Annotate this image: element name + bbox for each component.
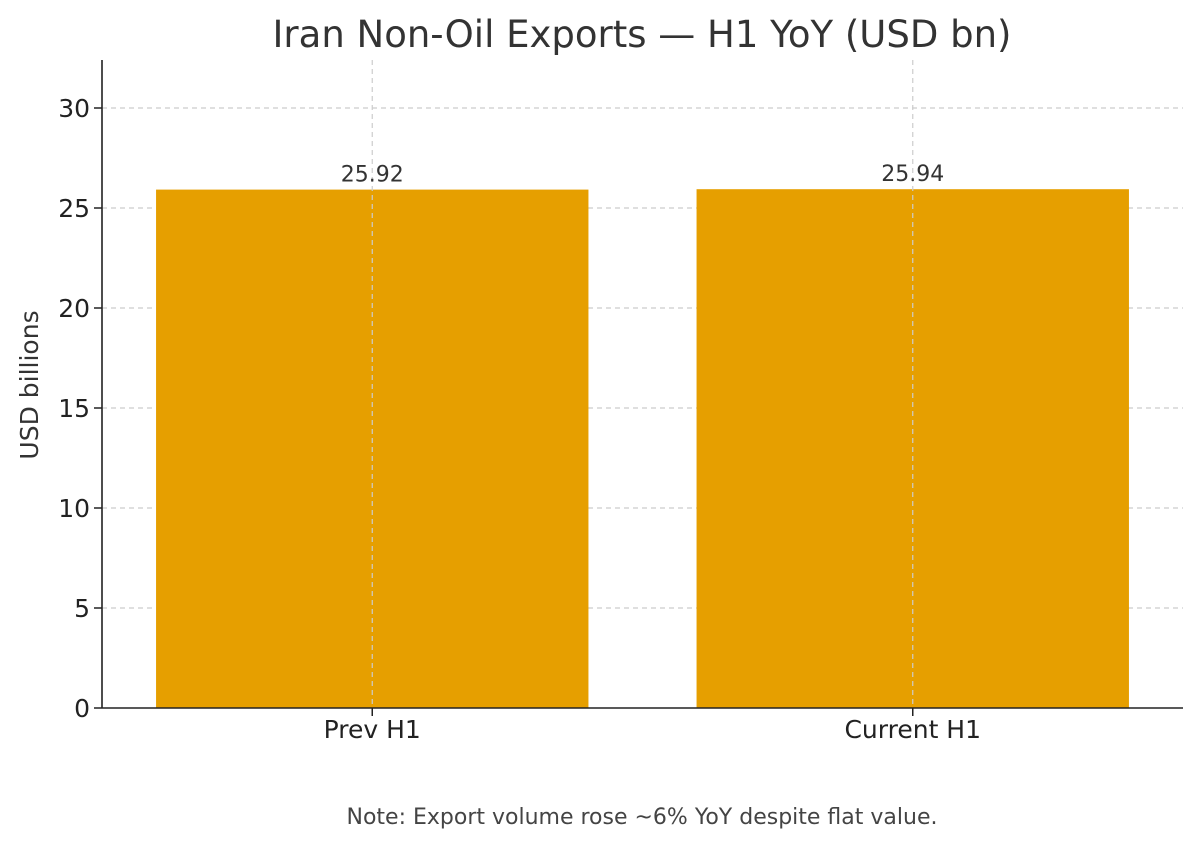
- bars: [156, 189, 1129, 709]
- x-tick-label: Prev H1: [324, 715, 421, 744]
- y-tick-label: 10: [58, 494, 90, 523]
- axes: [101, 60, 1183, 709]
- y-tick-label: 25: [58, 194, 90, 223]
- y-tick-label: 15: [58, 394, 90, 423]
- bar-value-label: 25.94: [881, 162, 944, 187]
- y-axis-label: USD billions: [15, 310, 44, 459]
- bar-value-label: 25.92: [341, 163, 404, 188]
- chart-title: Iran Non-Oil Exports — H1 YoY (USD bn): [273, 13, 1012, 56]
- y-tick-label: 5: [74, 594, 90, 623]
- y-tick-label: 0: [74, 694, 90, 723]
- vertical-grid-lines: [371, 60, 914, 708]
- chart-note: Note: Export volume rose ~6% YoY despite…: [347, 805, 938, 830]
- x-tick-label: Current H1: [844, 715, 981, 744]
- y-tick-label: 20: [58, 294, 90, 323]
- bar-value-labels: 25.92 25.94: [341, 162, 944, 187]
- y-axis-ticks: 0 5 10 15 20 25 30: [58, 94, 102, 723]
- y-tick-label: 30: [58, 94, 90, 123]
- x-axis-ticks: Prev H1 Current H1: [324, 708, 981, 744]
